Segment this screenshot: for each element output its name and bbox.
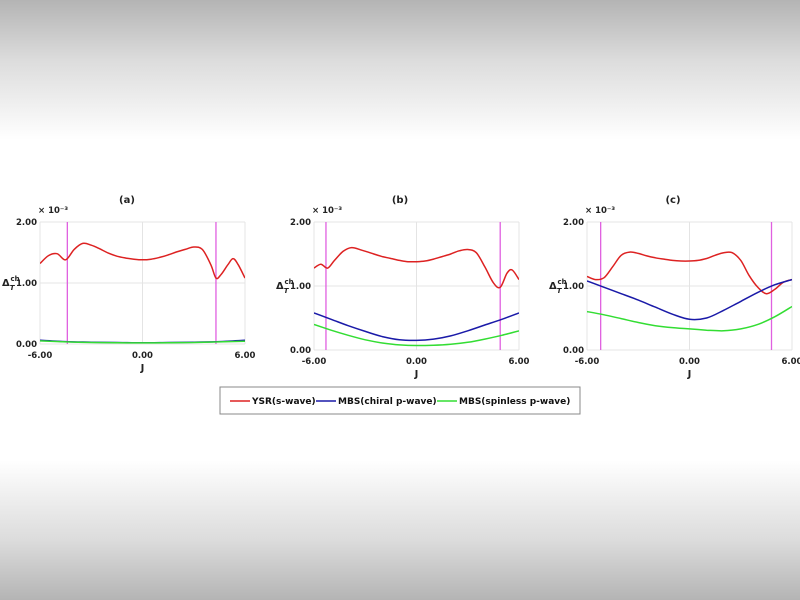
x-tick-label: 0.00 bbox=[406, 357, 427, 367]
x-tick-label: -6.00 bbox=[28, 351, 53, 361]
y-tick-label: 1.00 bbox=[563, 282, 584, 292]
x-axis-title: J bbox=[687, 369, 692, 380]
y-axis-title-main: Δ bbox=[549, 281, 557, 292]
panel-title: (a) bbox=[119, 195, 135, 206]
y-axis-title: ΔTch bbox=[549, 278, 567, 295]
legend-label-ysr: YSR(s-wave) bbox=[251, 397, 316, 407]
legend-label-chiral: MBS(chiral p-wave) bbox=[338, 397, 437, 407]
x-tick-label: 6.00 bbox=[782, 357, 800, 367]
y-axis-title-sup: ch bbox=[11, 275, 20, 283]
series-group bbox=[40, 242, 245, 344]
series-line-ysr-s-wave bbox=[587, 251, 792, 295]
x-axis-title: J bbox=[414, 369, 419, 380]
panels: (a)× 10⁻³0.001.002.00-6.00 0.00 6.00JΔTch(… bbox=[2, 195, 800, 380]
y-tick-label: 1.00 bbox=[290, 282, 311, 292]
y-axis-title-main: Δ bbox=[2, 278, 10, 289]
y-axis-title: ΔTch bbox=[276, 278, 294, 295]
x-axis-title: J bbox=[140, 363, 145, 374]
legend: YSR(s-wave) MBS(chiral p-wave) MBS(spinl… bbox=[219, 386, 581, 415]
y-tick-label: 0.00 bbox=[16, 340, 37, 350]
y-axis-title-sub: T bbox=[284, 287, 290, 295]
y-axis-title-sup: ch bbox=[558, 278, 567, 286]
panel-title: (c) bbox=[665, 195, 680, 206]
y-tick-label: 2.00 bbox=[563, 218, 584, 228]
y-tick-label: 2.00 bbox=[16, 218, 37, 228]
x-tick-label: 6.00 bbox=[509, 357, 530, 367]
y-tick-label: 1.00 bbox=[16, 279, 37, 289]
series-line-ysr-s-wave bbox=[314, 246, 519, 289]
y-exponent-label: × 10⁻³ bbox=[38, 206, 68, 216]
y-axis-title-sub: T bbox=[10, 284, 16, 292]
series-line-mbs-chiral-p-wave bbox=[587, 278, 792, 321]
x-tick-label: 0.00 bbox=[679, 357, 700, 367]
y-exponent-label: × 10⁻³ bbox=[585, 206, 615, 216]
series-line-mbs-spinless-p-wave bbox=[314, 323, 519, 347]
y-axis-title-sup: ch bbox=[285, 278, 294, 286]
legend-box bbox=[219, 386, 581, 415]
series-line-ysr-s-wave bbox=[40, 242, 245, 280]
y-tick-label: 2.00 bbox=[290, 218, 311, 228]
series-line-mbs-chiral-p-wave bbox=[314, 312, 519, 342]
y-axis-title-main: Δ bbox=[276, 281, 284, 292]
y-tick-label: 0.00 bbox=[290, 346, 311, 356]
y-axis-title-sub: T bbox=[557, 287, 563, 295]
y-tick-label: 0.00 bbox=[563, 346, 584, 356]
x-tick-label: 6.00 bbox=[235, 351, 256, 361]
x-tick-label: -6.00 bbox=[302, 357, 327, 367]
y-axis-title: ΔTch bbox=[2, 275, 20, 292]
series-group bbox=[587, 251, 792, 332]
x-tick-label: 0.00 bbox=[132, 351, 153, 361]
y-exponent-label: × 10⁻³ bbox=[312, 206, 342, 216]
x-tick-label: -6.00 bbox=[575, 357, 600, 367]
series-line-mbs-spinless-p-wave bbox=[40, 340, 245, 344]
series-line-mbs-spinless-p-wave bbox=[587, 305, 792, 332]
legend-label-spinless: MBS(spinless p-wave) bbox=[459, 397, 570, 407]
series-group bbox=[314, 246, 519, 347]
panel-title: (b) bbox=[392, 195, 408, 206]
